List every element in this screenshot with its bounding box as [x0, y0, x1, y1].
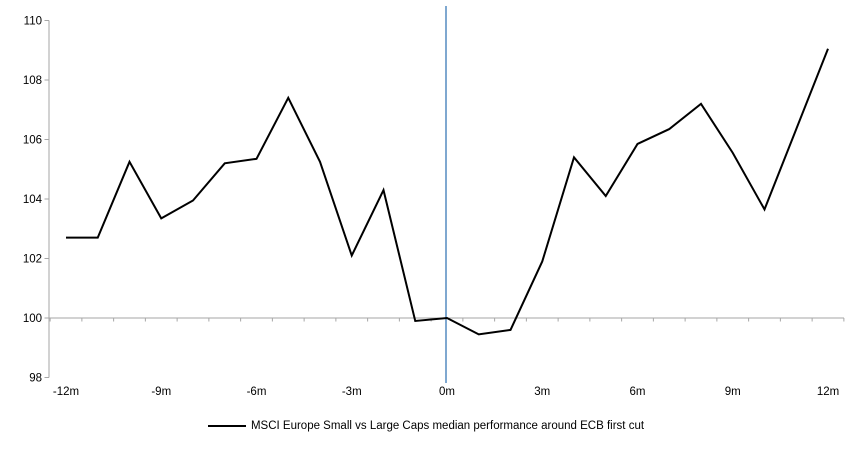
y-axis-tick-label: 98 — [29, 373, 42, 385]
x-axis-tick-label: 0m — [439, 386, 455, 398]
x-axis-tick-label: 6m — [630, 386, 646, 398]
y-axis-tick-label: 108 — [23, 75, 42, 87]
y-axis-tick-label: 104 — [23, 194, 43, 206]
line-chart: 98 100 102 104 106 108 110 -12m -9m -6m -3m 0m 3m 6m 9… — [23, 6, 845, 398]
x-axis-tick-label: 3m — [534, 386, 550, 398]
x-axis-tick-label: -3m — [342, 386, 362, 398]
y-axis-tick-label: 106 — [23, 135, 42, 147]
x-axis-tick-label: 9m — [725, 386, 741, 398]
y-axis-tick-label: 110 — [24, 16, 42, 28]
legend-label: MSCI Europe Small vs Large Caps median p… — [250, 420, 645, 432]
x-axis-tick-label: -12m — [53, 386, 79, 398]
legend: MSCI Europe Small vs Large Caps median p… — [0, 419, 852, 433]
y-axis-tick-label: 100 — [23, 313, 42, 325]
legend-line-sample — [207, 425, 246, 427]
x-axis-tick-label: -6m — [247, 386, 267, 398]
x-axis-tick-label: -9m — [151, 386, 171, 398]
series-line-msci-small-vs-large — [66, 48, 829, 336]
y-axis-tick-label: 102 — [23, 254, 42, 266]
x-axis-tick-label: 12m — [817, 386, 839, 398]
